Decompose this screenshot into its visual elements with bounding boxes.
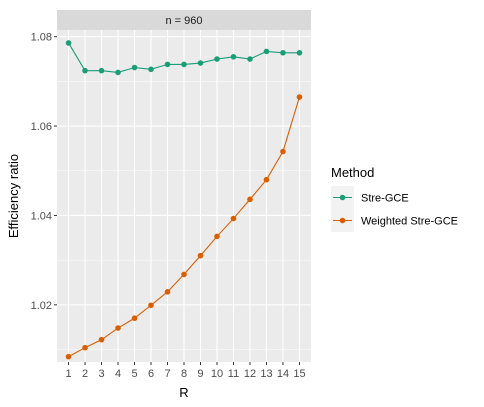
data-point: [164, 61, 171, 68]
series-layer: [65, 40, 303, 360]
data-point: [230, 215, 237, 222]
data-point: [148, 66, 154, 73]
legend-label: Weighted Stre-GCE: [361, 216, 458, 228]
x-tick-label: 13: [260, 368, 272, 380]
data-point: [214, 56, 220, 62]
major-gridlines: [57, 30, 311, 362]
data-point: [65, 40, 72, 46]
legend: Method Stre-GCE Weighted Stre-GCE: [331, 165, 458, 232]
data-point: [263, 48, 270, 55]
data-point: [148, 302, 154, 309]
x-tick-label: 7: [164, 368, 170, 380]
legend-item: Weighted Stre-GCE: [331, 209, 458, 232]
data-point: [98, 336, 105, 343]
x-tick-label: 5: [131, 368, 137, 380]
y-tick-label: 1.02: [31, 300, 52, 312]
legend-key-point: [339, 217, 346, 224]
data-point: [181, 61, 187, 68]
legend-label: Stre-GCE: [361, 193, 409, 205]
series-2: [65, 94, 303, 360]
data-point: [263, 176, 270, 183]
data-point: [280, 148, 286, 155]
legend-title: Method: [331, 165, 374, 180]
facet-strip-label: n = 960: [165, 15, 202, 27]
data-point: [82, 67, 88, 74]
data-point: [115, 69, 121, 76]
x-tick-label: 11: [228, 368, 239, 380]
data-point: [247, 56, 253, 62]
data-point: [181, 271, 187, 278]
data-point: [197, 60, 204, 66]
facet-strip: [57, 10, 311, 30]
x-tick-label: 1: [65, 368, 71, 380]
legend-key-point: [339, 194, 346, 201]
x-axis: 1 2 3 4 5 6 7 8 9 10 11 12 13 14 15: [65, 362, 306, 380]
x-tick-label: 4: [115, 368, 121, 380]
x-tick-label: 6: [148, 368, 154, 380]
x-tick-label: 8: [181, 368, 187, 380]
x-tick-label: 2: [82, 368, 88, 380]
data-point: [214, 233, 220, 240]
legend-item: Stre-GCE: [331, 186, 409, 209]
data-point: [164, 289, 171, 295]
data-point: [247, 196, 253, 203]
data-point: [296, 94, 303, 100]
data-point: [115, 325, 121, 331]
data-point: [197, 252, 204, 259]
series-1: [65, 40, 303, 76]
y-axis-title: Efficiency ratio: [6, 154, 21, 238]
x-tick-label: 14: [277, 368, 289, 380]
x-axis-title: R: [179, 385, 188, 400]
data-point: [98, 67, 105, 74]
data-point: [82, 344, 88, 351]
data-point: [230, 54, 237, 60]
data-point: [131, 64, 138, 71]
x-tick-label: 9: [197, 368, 203, 380]
x-tick-label: 12: [244, 368, 256, 380]
y-tick-label: 1.08: [31, 32, 52, 44]
y-tick-label: 1.04: [31, 210, 52, 222]
data-point: [65, 353, 72, 360]
data-point: [280, 49, 286, 56]
data-point: [296, 49, 303, 56]
x-tick-label: 3: [98, 368, 104, 380]
data-point: [131, 315, 138, 322]
y-axis: 1.02 1.04 1.06 1.08: [31, 32, 57, 312]
y-tick-label: 1.06: [31, 121, 52, 133]
x-tick-label: 10: [211, 368, 223, 380]
x-tick-label: 15: [293, 368, 305, 380]
